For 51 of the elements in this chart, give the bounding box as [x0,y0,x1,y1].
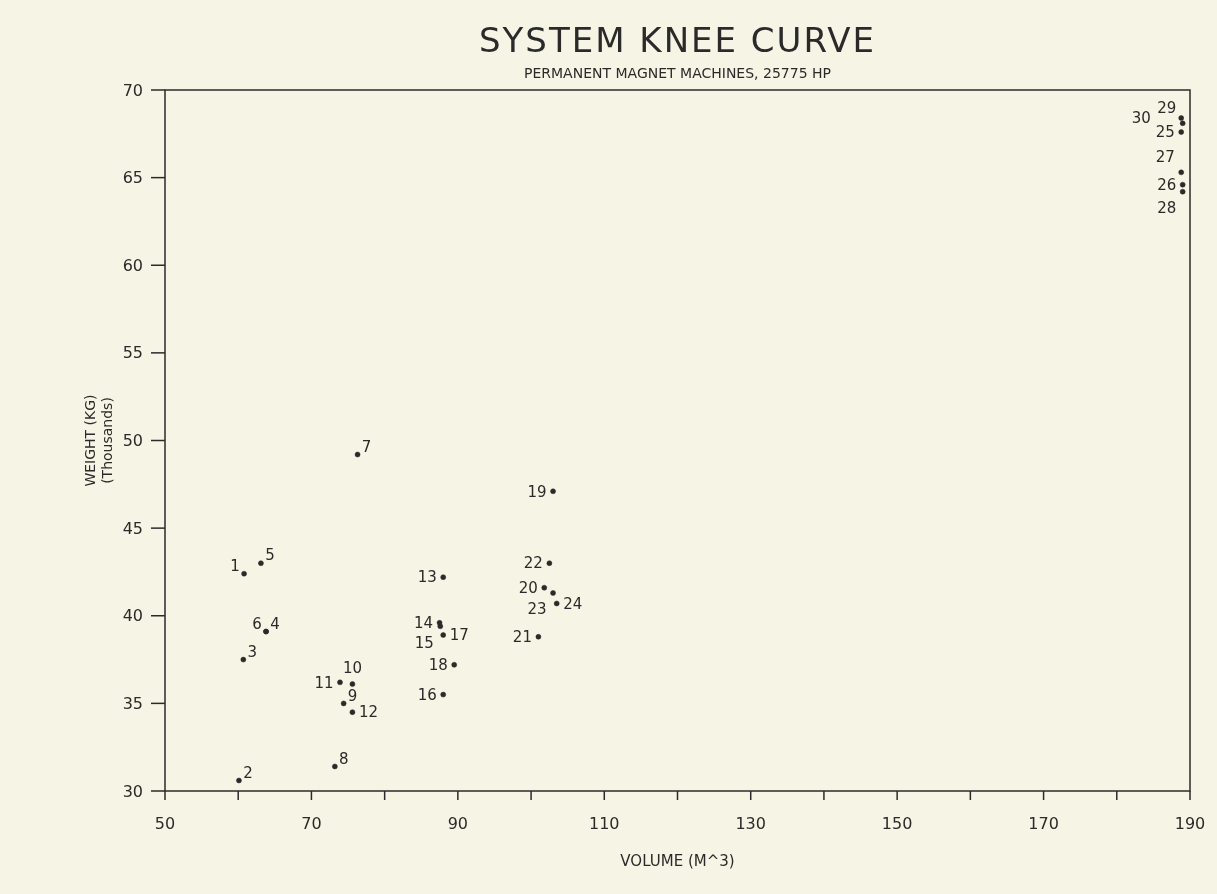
annotation: 6 [252,614,262,633]
annotation: 2 [243,763,253,782]
annotation: 13 [417,568,437,587]
x-tick-label: 130 [735,814,766,833]
annotation: 22 [523,554,543,573]
annotation: 7 [361,437,372,456]
annotation: 9 [347,686,358,705]
annotation: 11 [314,673,334,692]
annotation: 18 [428,656,448,675]
x-axis-title: VOLUME (M^3) [620,852,735,870]
y-tick-label: 60 [122,255,143,275]
annotation: 17 [449,626,469,645]
annotation: 29 [1157,98,1177,117]
annotation: 20 [518,578,538,597]
y-tick-label: 35 [122,693,143,713]
annotation: 4 [270,614,280,633]
annotation: 26 [1157,175,1177,194]
y-tick-label: 40 [122,606,143,626]
y-tick-label: 30 [122,781,143,801]
y-tick-label: 70 [122,80,143,100]
y-tick-label: 65 [122,168,143,188]
x-tick-label: 190 [1174,814,1206,833]
y-tick-label: 50 [122,431,143,451]
y-tick-label: 45 [122,518,143,538]
chart-title: SYSTEM KNEE CURVE [479,20,876,60]
annotation: 25 [1155,123,1175,142]
annotation: 12 [358,703,378,722]
x-tick-label: 90 [447,814,469,833]
annotation: 23 [527,600,547,619]
annotation: 28 [1157,198,1177,217]
annotation: 5 [265,546,275,565]
x-tick-label: 70 [301,814,322,833]
annotation: 14 [414,614,434,633]
annotation: 27 [1155,147,1175,166]
annotation: 30 [1131,109,1151,128]
annotation: 21 [512,628,532,647]
y-tick-label: 55 [122,343,143,363]
annotation: 15 [414,633,434,652]
x-tick-label: 110 [589,814,620,833]
x-tick-label: 50 [154,814,176,833]
annotation: 16 [417,685,437,704]
y-axis-title: WEIGHT (KG) (Thousands) [82,394,115,487]
annotation: 24 [563,594,583,613]
x-tick-label: 150 [881,814,913,833]
annotation: 10 [342,659,362,678]
annotation: 19 [527,482,547,501]
chart-subtitle: PERMANENT MAGNET MACHINES, 25775 HP [524,65,831,81]
x-tick-label: 170 [1028,814,1059,833]
annotation: 8 [339,749,349,768]
annotation: 3 [247,642,258,661]
annotation: 1 [230,556,240,575]
